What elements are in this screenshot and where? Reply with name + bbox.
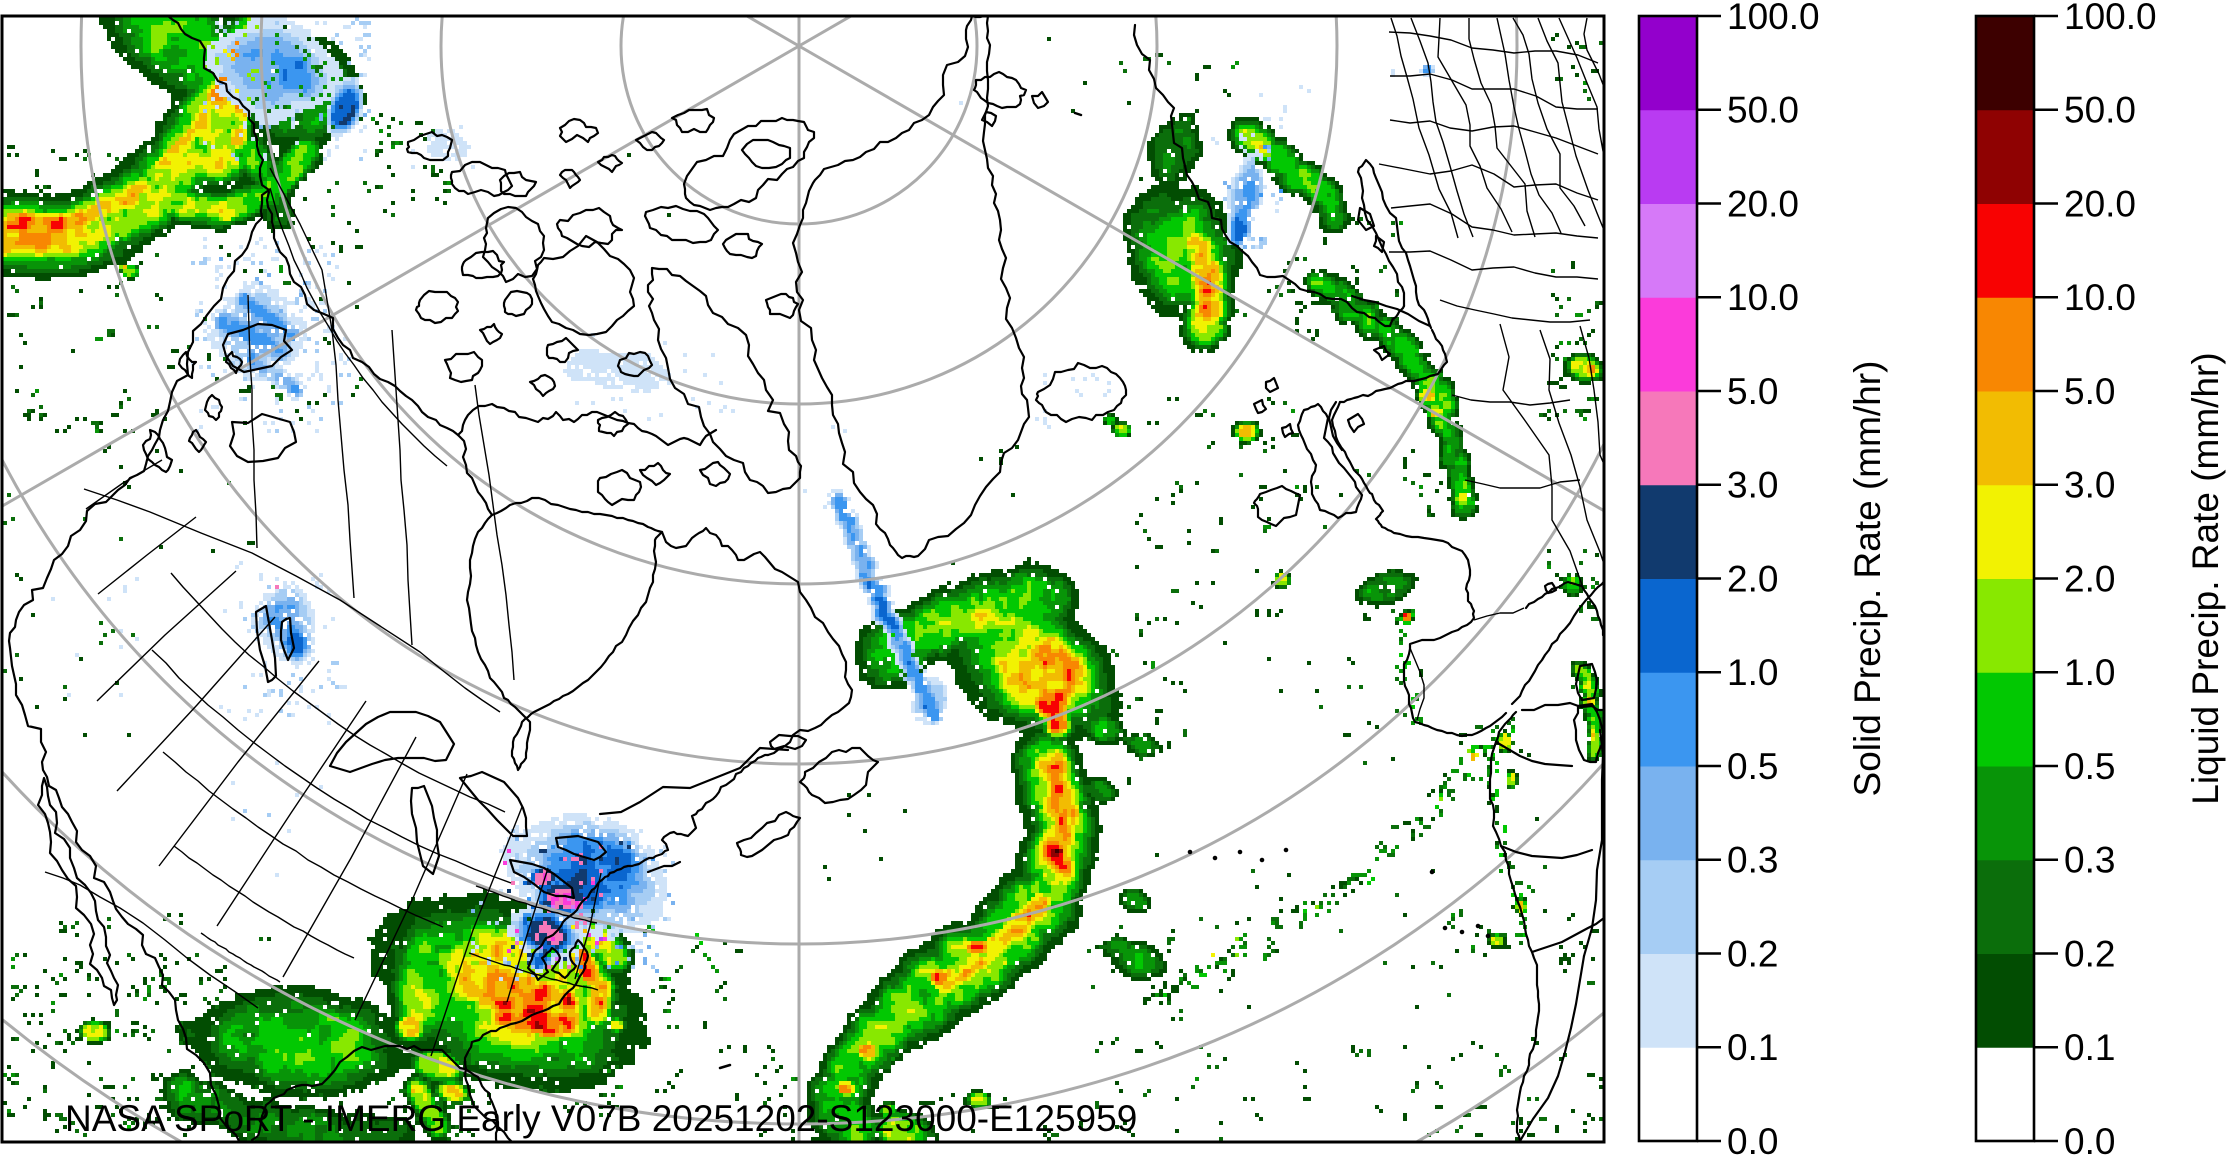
svg-text:10.0: 10.0 <box>1727 277 1799 318</box>
svg-text:0.5: 0.5 <box>1727 746 1778 787</box>
svg-text:50.0: 50.0 <box>1727 90 1799 131</box>
svg-text:Solid Precip. Rate (mm/hr): Solid Precip. Rate (mm/hr) <box>1847 361 1888 797</box>
svg-text:5.0: 5.0 <box>2064 371 2115 412</box>
svg-text:1.0: 1.0 <box>1727 652 1778 693</box>
svg-text:0.5: 0.5 <box>2064 746 2115 787</box>
svg-text:0.1: 0.1 <box>2064 1027 2115 1068</box>
svg-text:0.3: 0.3 <box>1727 840 1778 881</box>
svg-text:0.2: 0.2 <box>2064 933 2115 974</box>
svg-text:10.0: 10.0 <box>2064 277 2136 318</box>
svg-text:100.0: 100.0 <box>2064 0 2157 37</box>
svg-text:3.0: 3.0 <box>2064 465 2115 506</box>
svg-text:2.0: 2.0 <box>2064 558 2115 599</box>
svg-text:0.2: 0.2 <box>1727 933 1778 974</box>
svg-text:Liquid Precip. Rate (mm/hr): Liquid Precip. Rate (mm/hr) <box>2185 352 2226 804</box>
svg-text:20.0: 20.0 <box>1727 183 1799 224</box>
svg-text:0.3: 0.3 <box>2064 840 2115 881</box>
svg-text:50.0: 50.0 <box>2064 90 2136 131</box>
svg-text:5.0: 5.0 <box>1727 371 1778 412</box>
svg-text:NASA SPoRT - IMERG Early V07B: NASA SPoRT - IMERG Early V07B 20251202-S… <box>65 1098 1137 1139</box>
svg-text:100.0: 100.0 <box>1727 0 1820 37</box>
svg-text:3.0: 3.0 <box>1727 465 1778 506</box>
svg-text:0.0: 0.0 <box>1727 1121 1778 1162</box>
svg-text:0.1: 0.1 <box>1727 1027 1778 1068</box>
svg-text:0.0: 0.0 <box>2064 1121 2115 1162</box>
svg-text:2.0: 2.0 <box>1727 558 1778 599</box>
svg-text:20.0: 20.0 <box>2064 183 2136 224</box>
svg-text:1.0: 1.0 <box>2064 652 2115 693</box>
